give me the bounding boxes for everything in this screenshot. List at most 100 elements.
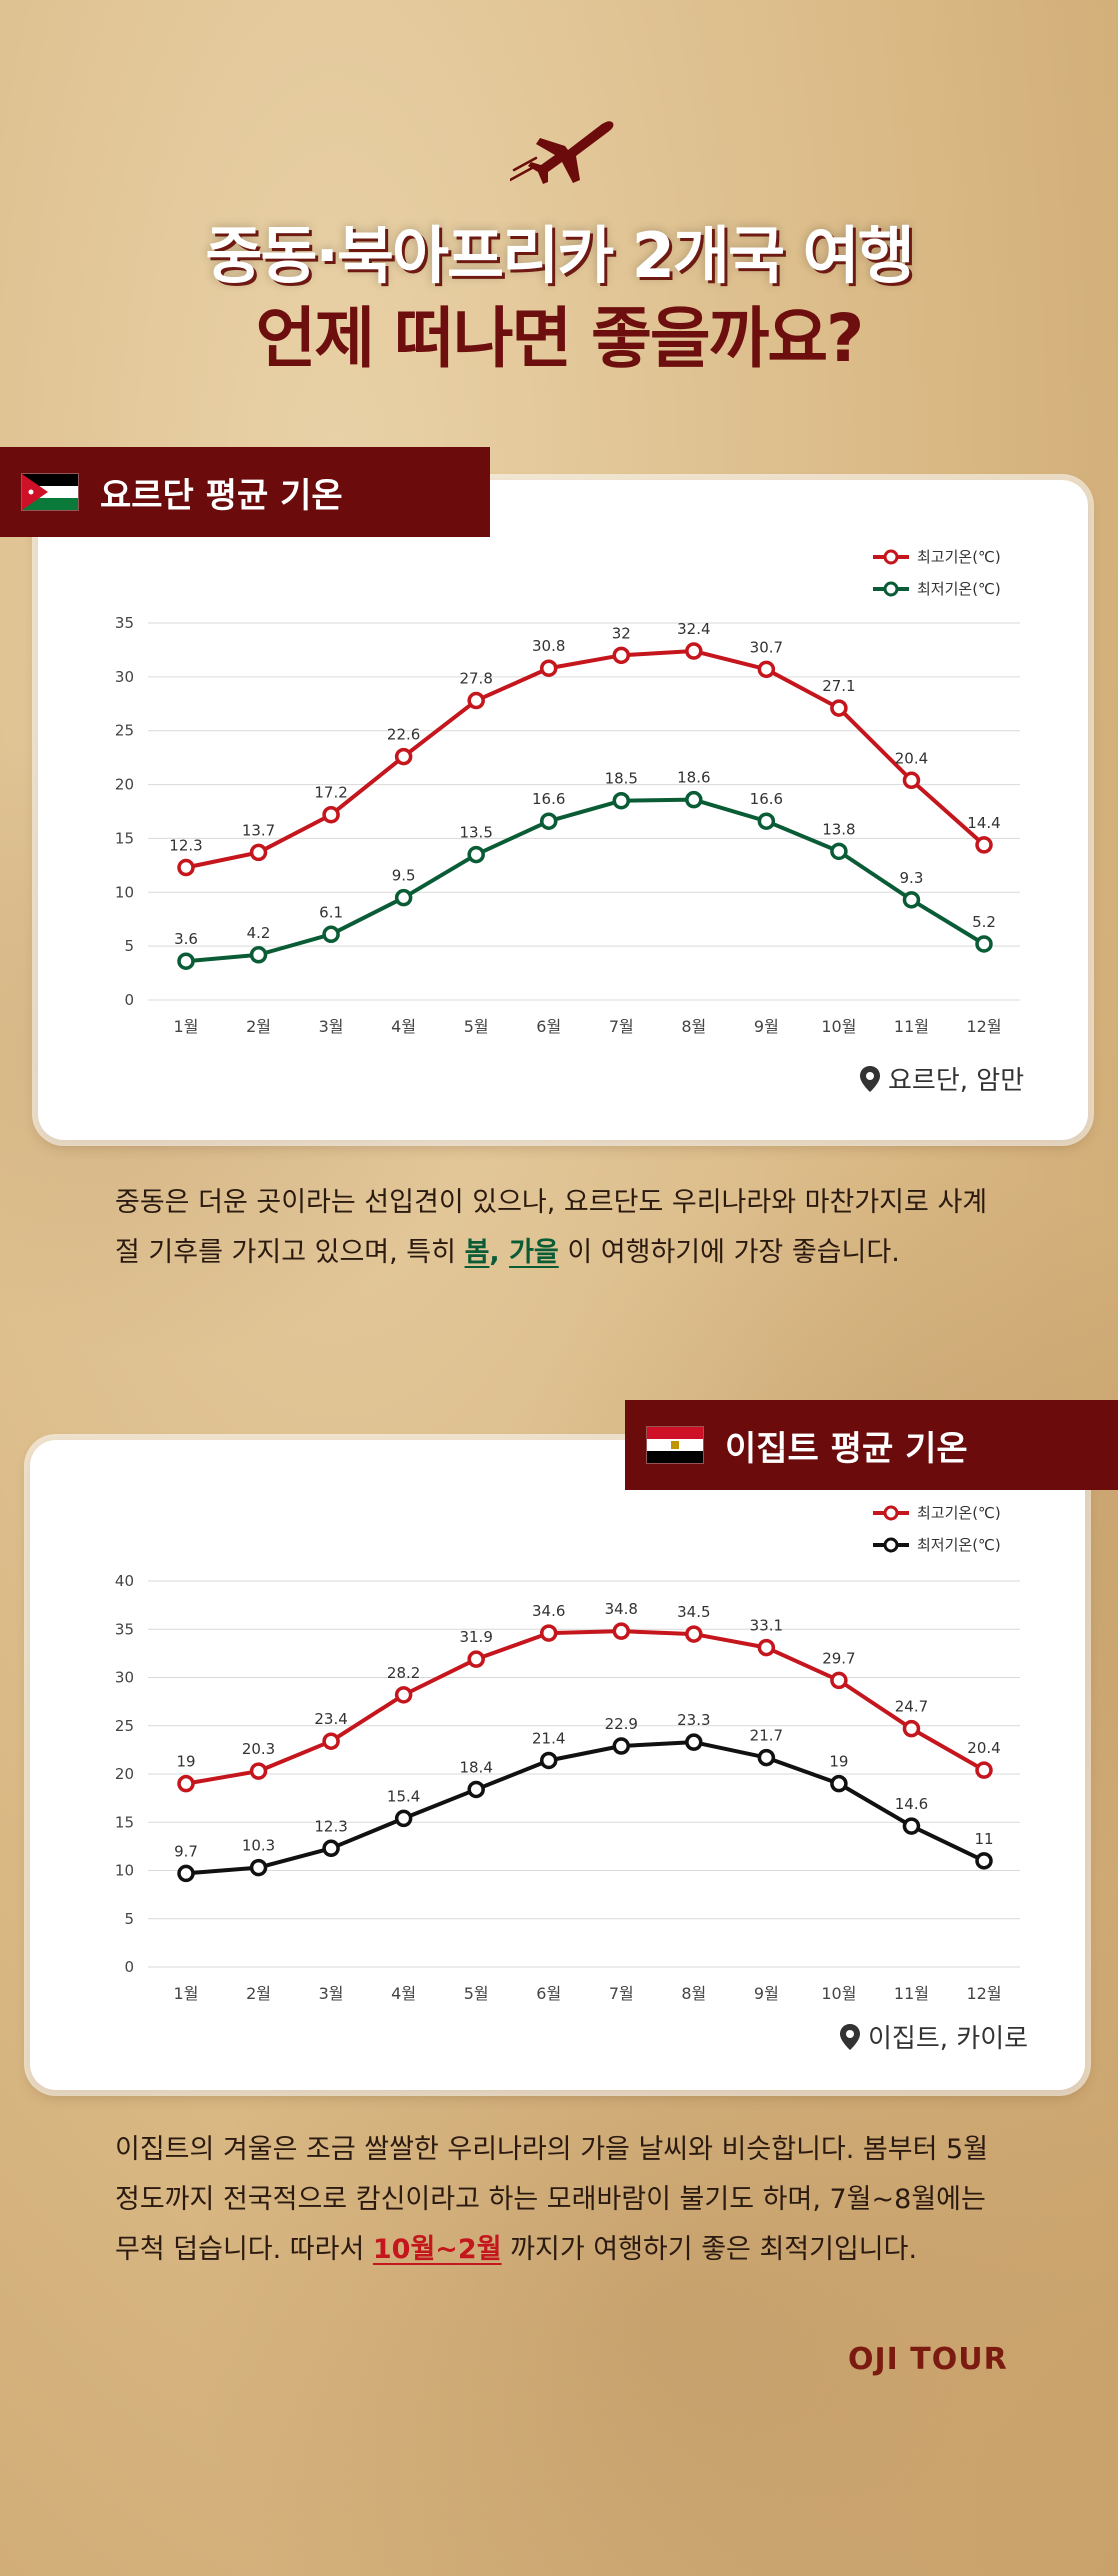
egypt-xtick-label: 6월 xyxy=(536,1984,561,2003)
jordan-ytick-label: 0 xyxy=(124,991,134,1009)
egypt-ytick-label: 25 xyxy=(115,1717,134,1735)
jordan-ytick-label: 15 xyxy=(115,829,134,847)
jordan-legend-label: 최저기온(℃) xyxy=(917,580,1001,598)
jordan-banner: 요르단 평균 기온 xyxy=(0,447,490,537)
jordan-data-label: 14.4 xyxy=(967,814,1000,832)
egypt-data-point xyxy=(467,1780,485,1799)
jordan-xtick-label: 7월 xyxy=(609,1017,634,1036)
jordan-location-label: 요르단, 암만 xyxy=(888,1066,1025,1096)
jordan-legend-label: 최고기온(℃) xyxy=(917,548,1001,566)
egypt-data-label: 11 xyxy=(974,1830,993,1848)
highlight-period: 10월~2월 xyxy=(372,2234,502,2265)
egypt-data-point xyxy=(539,1624,558,1642)
jordan-data-label: 27.8 xyxy=(459,670,492,688)
egypt-xtick-label: 8월 xyxy=(681,1984,706,2003)
jordan-data-label: 5.2 xyxy=(972,913,996,931)
egypt-data-label: 33.1 xyxy=(750,1617,783,1635)
jordan-location: 요르단, 암만 xyxy=(860,1060,1024,1097)
jordan-legend-marker xyxy=(883,581,899,597)
egypt-chart-card: 0 5 10 15 20 25 30 35 40 1월 2월 3월 4월 5월 6월 7월 8월 9월 10월 11월… xyxy=(30,1440,1085,2090)
egypt-data-label: 12.3 xyxy=(314,1817,347,1835)
egypt-data-point xyxy=(177,1774,195,1793)
jordan-data-label: 3.6 xyxy=(174,930,198,948)
jordan-data-point xyxy=(685,790,703,809)
egypt-data-point xyxy=(757,1748,776,1767)
egypt-data-point xyxy=(322,1732,340,1750)
egypt-data-point xyxy=(539,1751,558,1770)
jordan-data-label: 27.1 xyxy=(822,677,855,695)
egypt-data-point xyxy=(902,1719,921,1738)
egypt-data-label: 20.3 xyxy=(242,1740,275,1758)
jordan-description-text-end: 이 여행하기에 가장 좋습니다. xyxy=(558,1237,900,1268)
egypt-data-point xyxy=(975,1852,993,1870)
egypt-banner: 이집트 평균 기온 xyxy=(625,1400,1118,1490)
egypt-data-point xyxy=(177,1864,195,1883)
egypt-description-text-end: 까지가 여행하기 좋은 최적기입니다. xyxy=(501,2234,918,2265)
jordan-data-label: 18.5 xyxy=(605,770,638,788)
egypt-location: 이집트, 카이로 xyxy=(840,2018,1028,2055)
egypt-data-label: 21.4 xyxy=(532,1729,565,1747)
location-pin-icon xyxy=(840,2023,860,2050)
highlight-autumn: 가을 xyxy=(509,1237,559,1268)
jordan-legend-marker xyxy=(883,549,899,565)
jordan-data-point xyxy=(177,952,195,970)
egypt-data-label: 9.7 xyxy=(174,1842,198,1860)
jordan-data-point xyxy=(249,843,268,862)
jordan-chart-card: 0 5 10 15 20 25 30 35 1월 2월 3월 4월 5월 6월 7월 8월 9월 10월 11월 12… xyxy=(38,480,1088,1140)
egypt-data-label: 28.2 xyxy=(387,1664,420,1682)
jordan-ytick-label: 35 xyxy=(115,614,134,632)
jordan-data-label: 16.6 xyxy=(532,790,565,808)
jordan-xtick-label: 8월 xyxy=(681,1017,706,1036)
jordan-data-point xyxy=(757,660,776,679)
egypt-ytick-label: 10 xyxy=(115,1862,134,1880)
jordan-data-point xyxy=(830,842,848,861)
egypt-data-label: 15.4 xyxy=(387,1787,420,1805)
egypt-data-label: 21.7 xyxy=(750,1727,783,1745)
location-pin-icon xyxy=(860,1065,880,1092)
egypt-ytick-label: 20 xyxy=(115,1765,134,1783)
egypt-data-point xyxy=(975,1761,993,1779)
jordan-data-point xyxy=(902,771,921,790)
jordan-data-point xyxy=(177,858,195,877)
jordan-xtick-label: 5월 xyxy=(464,1017,489,1036)
page-title-line2: 언제 떠나면 좋을까요? xyxy=(255,300,865,377)
jordan-data-label: 13.7 xyxy=(242,821,275,839)
egypt-data-label: 23.4 xyxy=(314,1710,347,1728)
jordan-data-label: 13.5 xyxy=(459,824,492,842)
jordan-data-point xyxy=(830,699,848,717)
egypt-data-label: 18.4 xyxy=(459,1758,492,1776)
egypt-data-label: 24.7 xyxy=(895,1698,928,1716)
jordan-data-point xyxy=(249,946,268,964)
egypt-xtick-label: 10월 xyxy=(821,1984,856,2003)
jordan-data-point xyxy=(322,925,340,944)
jordan-data-label: 6.1 xyxy=(319,903,343,921)
egypt-data-point xyxy=(394,1686,413,1704)
jordan-ytick-label: 10 xyxy=(115,883,134,901)
jordan-data-label: 18.6 xyxy=(677,769,710,787)
jordan-data-label: 30.7 xyxy=(750,638,783,656)
jordan-flag-icon xyxy=(22,474,78,510)
jordan-ytick-label: 5 xyxy=(124,937,134,955)
brand-logo: OJI TOUR xyxy=(848,2342,1008,2377)
egypt-ytick-label: 0 xyxy=(124,1958,134,1976)
jordan-data-point xyxy=(322,805,340,824)
jordan-series-line-0 xyxy=(185,649,986,870)
egypt-data-label: 19 xyxy=(829,1753,848,1771)
jordan-data-point xyxy=(394,888,413,907)
egypt-data-label: 14.6 xyxy=(895,1795,928,1813)
jordan-data-label: 4.2 xyxy=(247,924,271,942)
egypt-legend-marker xyxy=(883,1505,899,1521)
egypt-data-point xyxy=(685,1733,703,1751)
page-title-line1: 중동·북아프리카 2개국 여행 xyxy=(205,219,914,292)
egypt-xtick-label: 2월 xyxy=(246,1984,271,2003)
egypt-xtick-label: 11월 xyxy=(894,1984,929,2003)
jordan-ytick-label: 30 xyxy=(115,668,134,686)
egypt-data-label: 23.3 xyxy=(677,1711,710,1729)
jordan-data-point xyxy=(902,891,921,909)
egypt-ytick-label: 5 xyxy=(124,1910,134,1928)
egypt-data-point xyxy=(830,1671,848,1690)
egypt-data-point xyxy=(612,1622,631,1640)
jordan-data-point xyxy=(685,642,703,660)
highlight-separator: , xyxy=(489,1237,510,1268)
